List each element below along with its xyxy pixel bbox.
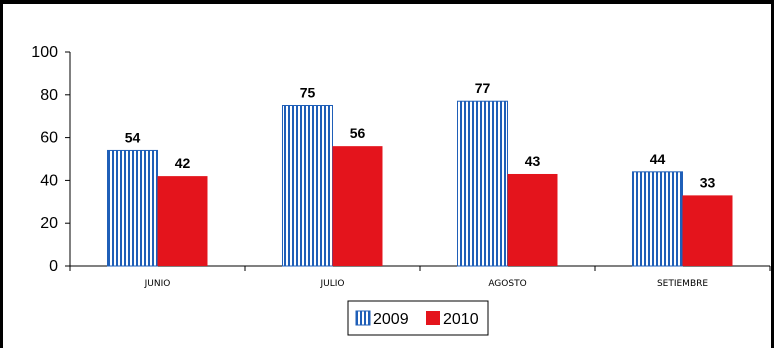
- data-label: 75: [300, 85, 316, 101]
- category-label: SETIEMBRE: [657, 279, 708, 289]
- y-tick-label: 0: [49, 258, 58, 275]
- y-tick-label: 20: [40, 215, 58, 232]
- data-label: 33: [700, 174, 716, 190]
- bar-2009: [632, 171, 683, 267]
- category-label: AGOSTO: [488, 279, 526, 289]
- data-label: 54: [125, 129, 141, 145]
- legend-label-2010: 2010: [443, 311, 479, 328]
- bar-2010: [332, 146, 383, 266]
- data-label: 56: [350, 125, 366, 141]
- data-label: 44: [650, 151, 666, 167]
- bar-2009: [282, 105, 333, 267]
- category-label: JULIO: [320, 279, 345, 289]
- bar-2010: [507, 173, 558, 266]
- bar-2009: [457, 100, 508, 267]
- y-tick-label: 40: [40, 172, 58, 189]
- category-label: JUNIO: [144, 279, 171, 289]
- legend-box: [347, 300, 489, 336]
- legend: 2009 2010: [347, 300, 489, 336]
- legend-swatch-2009: [355, 310, 371, 326]
- bar-2009: [107, 149, 158, 267]
- data-label: 42: [175, 155, 191, 171]
- legend-swatch-2010: [426, 311, 440, 325]
- data-label: 43: [525, 153, 541, 169]
- y-tick-label: 100: [31, 44, 58, 61]
- y-tick-label: 60: [40, 130, 58, 147]
- bar-2010: [682, 195, 733, 266]
- y-tick-label: 80: [40, 87, 58, 104]
- legend-label-2009: 2009: [373, 311, 409, 328]
- bar-2010: [157, 176, 208, 266]
- data-label: 77: [475, 80, 491, 96]
